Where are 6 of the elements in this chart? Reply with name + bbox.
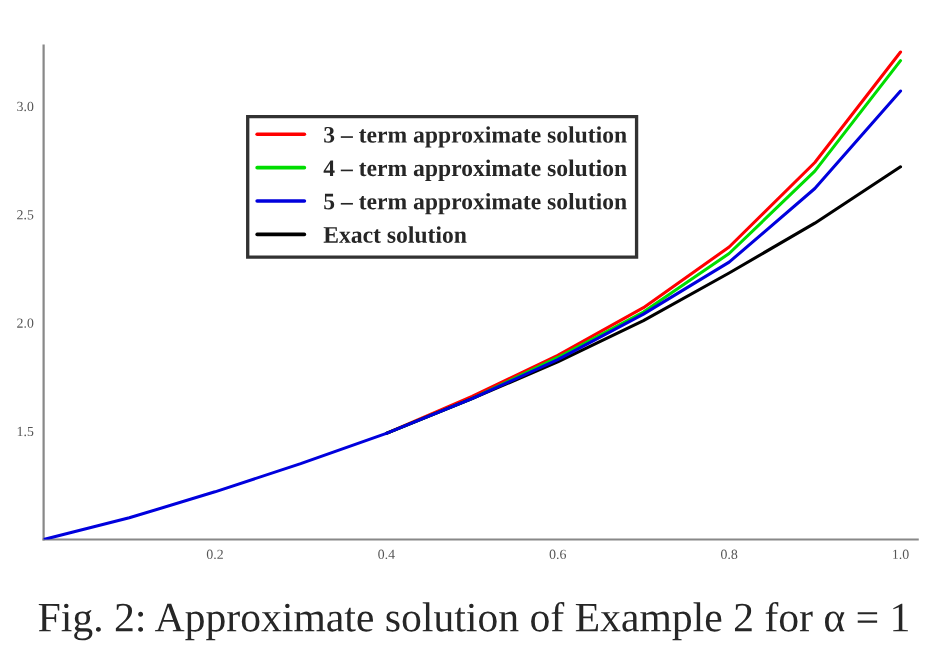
legend-label: 5 – term approximate solution [324,192,627,215]
legend-label: 4 – term approximate solution [323,159,627,181]
legend-label: 3 – term approximate solution [324,126,627,148]
caption: Fig. 2: Approximate solution of Example 2 for α = 1 [38,601,908,641]
line-series [43,89,903,540]
legend-label: Exact solution [323,226,467,243]
